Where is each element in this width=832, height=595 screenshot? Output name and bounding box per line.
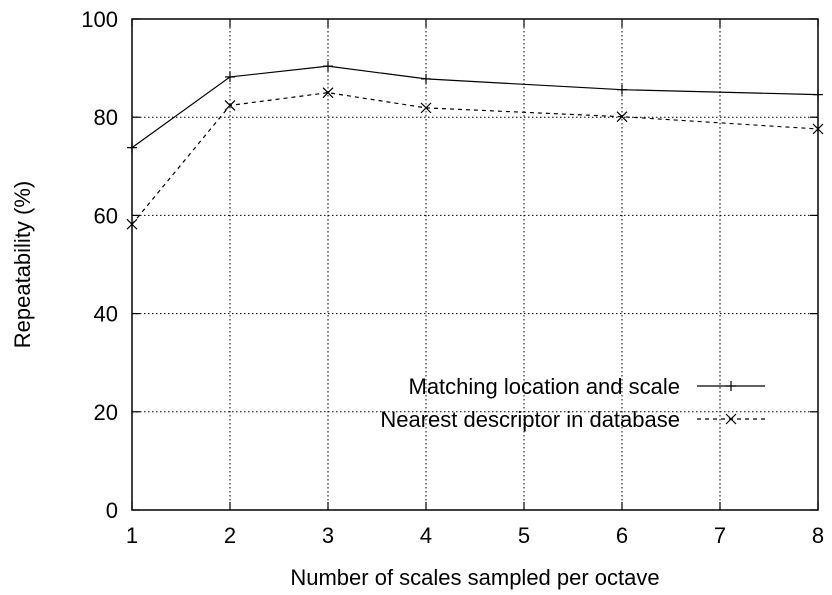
series-1-point: [617, 84, 627, 95]
x-tick-label: 4: [420, 523, 432, 548]
x-tick-label: 8: [812, 523, 824, 548]
series-2-point: [322, 87, 334, 99]
series-line-1: [131, 65, 819, 149]
series-1-point: [421, 73, 431, 84]
y-tick-label: 100: [81, 7, 118, 32]
x-tick-label: 2: [224, 523, 236, 548]
legend-marker-2: [725, 413, 737, 425]
x-axis-label: Number of scales sampled per octave: [290, 565, 659, 590]
x-tick-label: 6: [616, 523, 628, 548]
series-1-point: [225, 71, 235, 82]
y-tick-label: 0: [106, 498, 118, 523]
y-tick-label: 20: [94, 400, 118, 425]
legend: Matching location and scale Nearest descr…: [380, 374, 765, 432]
x-tick-label: 5: [518, 523, 530, 548]
legend-label-2: Nearest descriptor in database: [380, 407, 680, 432]
plot-frame: [131, 18, 819, 511]
grid-lines: [132, 19, 818, 510]
legend-label-1: Matching location and scale: [409, 374, 681, 399]
y-tick-label: 80: [94, 105, 118, 130]
y-tick-label: 60: [94, 203, 118, 228]
x-tick-label: 3: [322, 523, 334, 548]
x-tick-label: 7: [714, 523, 726, 548]
tick-marks: [131, 18, 819, 511]
series-line-2: [131, 92, 819, 225]
y-axis-label: Repeatability (%): [10, 181, 35, 349]
x-tick-label: 1: [126, 523, 138, 548]
series-1-point: [323, 61, 333, 72]
legend-marker-1: [726, 381, 736, 391]
series-2-point: [616, 111, 628, 123]
y-tick-label: 40: [94, 302, 118, 327]
data-series: [126, 61, 824, 230]
series-2-point: [420, 102, 432, 114]
series-2-point: [224, 99, 236, 111]
